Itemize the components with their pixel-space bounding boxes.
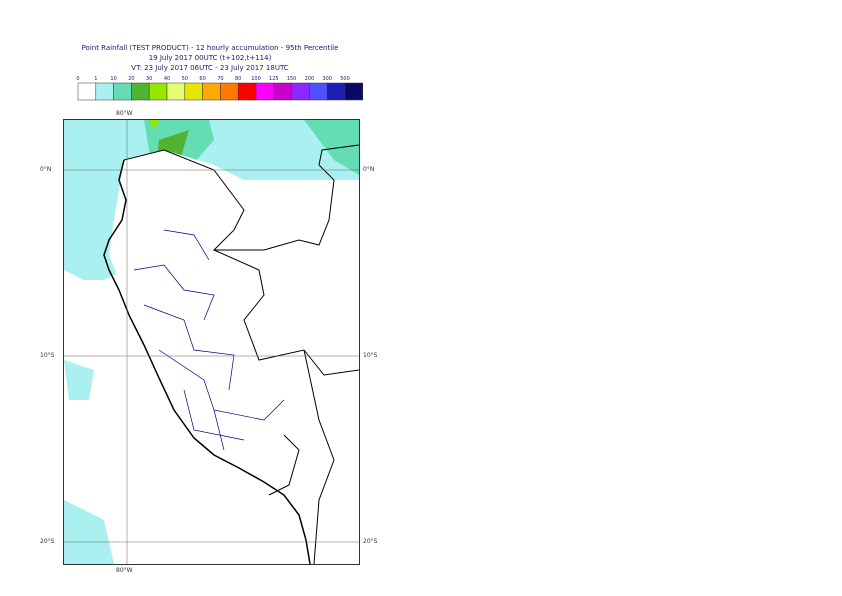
- legend-tick-label: 100: [251, 76, 261, 82]
- national-borders: [123, 144, 360, 565]
- lon-label-bottom: 80°W: [116, 567, 133, 574]
- legend-swatch: [237, 82, 257, 101]
- lat-label-20s: 20°S: [40, 538, 55, 545]
- lat-label-10s-right: 10°S: [363, 352, 378, 359]
- color-legend: 0 1 10 20 30 40 50 60 70 80 100 125 150 200 300 500: [76, 76, 364, 101]
- legend-tick-label: 50: [182, 76, 188, 82]
- legend-tick-label: 40: [164, 76, 170, 82]
- lat-label-0-right: 0°N: [363, 166, 375, 173]
- lat-label-10s: 10°S: [40, 352, 55, 359]
- run-date: 19 July 2017 00UTC (t+102,t+114): [148, 54, 272, 62]
- legend-tick-label: 125: [269, 76, 279, 82]
- gridlines: [64, 120, 359, 564]
- legend-tick-label: 10: [110, 76, 116, 82]
- legend-swatch: [309, 82, 328, 101]
- legend-tick-label: 80: [235, 76, 241, 82]
- lon-label-top: 80°W: [116, 110, 133, 117]
- legend-tick-label: 70: [217, 76, 223, 82]
- legend-tick-label: 200: [305, 76, 315, 82]
- legend-swatch: [166, 82, 186, 101]
- valid-time: VT: 23 July 2017 06UTC - 23 July 2017 18…: [131, 64, 289, 72]
- legend-tick-label: 150: [287, 76, 297, 82]
- legend-swatch: [291, 82, 310, 101]
- legend-swatch: [220, 82, 239, 101]
- lat-label-20s-right: 20°S: [363, 538, 378, 545]
- legend-swatch: [95, 82, 114, 101]
- legend-tick-label: 20: [128, 76, 134, 82]
- legend-swatch: [113, 82, 132, 101]
- legend-swatch: [344, 82, 364, 101]
- legend-tick-label: 1: [94, 76, 97, 82]
- legend-swatch: [77, 82, 97, 101]
- map-title: Point Rainfall (TEST PRODUCT) - 12 hourl…: [81, 44, 339, 52]
- legend-swatch: [326, 82, 346, 101]
- legend-swatch: [273, 82, 292, 101]
- legend-swatch: [148, 82, 168, 101]
- legend-swatch: [131, 82, 150, 101]
- legend-tick-label: 300: [322, 76, 332, 82]
- legend-tick-label: 60: [199, 76, 205, 82]
- lat-label-0: 0°N: [40, 166, 52, 173]
- legend-tick-label: 500: [340, 76, 350, 82]
- map-canvas: [64, 120, 360, 565]
- legend-tick-label: 30: [146, 76, 152, 82]
- legend-swatch: [202, 82, 221, 101]
- legend-swatch: [255, 82, 275, 101]
- legend-tick-label: 0: [76, 76, 79, 82]
- coastline: [103, 159, 311, 565]
- regional-borders: [133, 229, 285, 451]
- rainfall-map: 0°N 0°N 10°S 10°S 20°S 20°S 80°W 80°W: [40, 110, 377, 574]
- legend-swatch: [184, 82, 203, 101]
